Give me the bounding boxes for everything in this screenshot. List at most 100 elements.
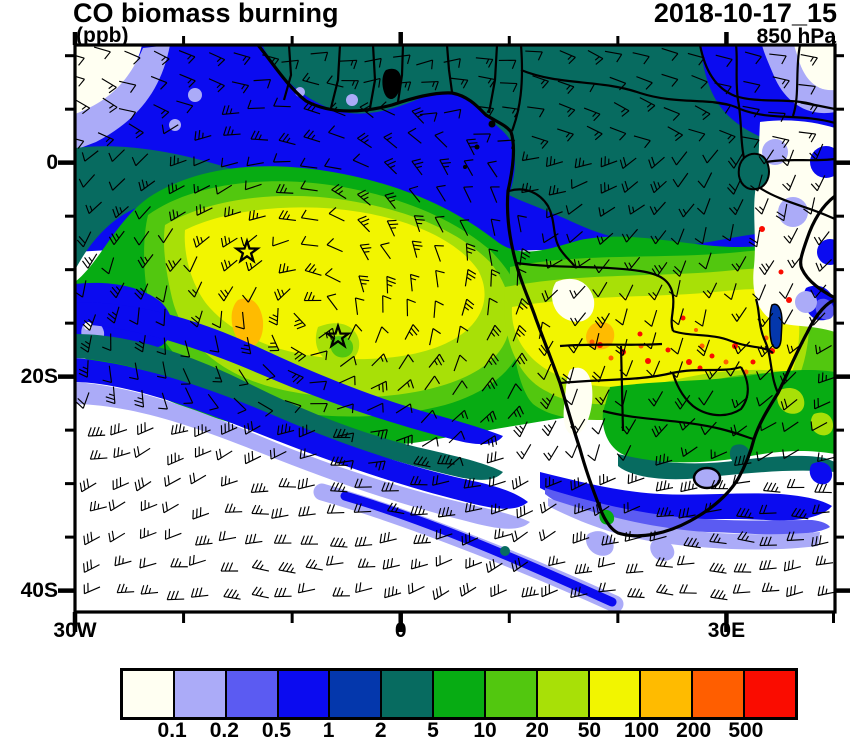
wind-barb: [112, 477, 130, 491]
wind-barb: [102, 333, 112, 352]
wind-barb: [164, 475, 181, 487]
wind-barb: [643, 332, 657, 350]
wind-barb: [775, 203, 788, 222]
wind-barb: [814, 483, 832, 494]
wind-barb: [382, 295, 392, 313]
x-axis-label: 30E: [707, 619, 746, 642]
wind-barb: [786, 585, 804, 598]
wind-barb: [262, 54, 280, 67]
wind-barb: [511, 557, 529, 573]
wind-barb: [694, 226, 707, 245]
wind-barb: [621, 228, 638, 243]
wind-barb: [354, 478, 372, 488]
wind-barb: [564, 388, 578, 406]
contour-region: [650, 539, 675, 561]
wind-barb: [473, 133, 491, 143]
wind-barb: [113, 447, 131, 459]
colorbar-cell: [587, 671, 640, 717]
colorbar-cell: [123, 671, 173, 717]
wind-barb: [298, 506, 316, 517]
wind-barb: [511, 352, 528, 368]
wind-barb: [490, 503, 508, 515]
wind-barb: [609, 76, 627, 91]
wind-barb: [116, 583, 135, 594]
wind-barb: [381, 482, 399, 492]
wind-barb: [737, 531, 755, 543]
wind-barb: [139, 557, 157, 569]
wind-barb: [215, 448, 233, 461]
contour-region: [552, 278, 595, 322]
wind-barb: [404, 324, 420, 340]
wind-barb: [134, 390, 145, 408]
wind-barb: [672, 172, 689, 188]
wind-barb: [587, 333, 600, 351]
wind-barb: [235, 311, 245, 330]
contour-streak: [340, 491, 617, 607]
wind-barb: [754, 198, 769, 215]
wind-barb: [220, 562, 239, 572]
hotspot-speckle: [778, 197, 808, 227]
wind-barb: [368, 460, 386, 471]
wind-barb: [80, 335, 92, 353]
wind-barb: [134, 477, 152, 492]
country-borders: [282, 45, 835, 441]
wind-barb: [326, 504, 345, 514]
contour-region: [618, 454, 835, 480]
contour-region: [777, 388, 805, 414]
wind-barb: [519, 248, 531, 266]
wind-barb: [516, 444, 532, 460]
wind-barb: [97, 132, 114, 147]
wind-barb: [817, 372, 835, 384]
wind-barb: [85, 201, 102, 215]
wind-barb: [183, 387, 194, 405]
colorbar-cell: [172, 671, 225, 717]
wind-barb: [531, 135, 549, 149]
wind-barb: [420, 409, 438, 424]
contour-region: [729, 444, 751, 465]
wind-barb: [76, 392, 90, 409]
wind-barb: [176, 100, 194, 114]
wind-barb: [413, 534, 431, 545]
wind-barb: [278, 210, 296, 222]
wind-barb: [772, 135, 790, 149]
wind-barb: [180, 368, 191, 385]
wind-barb: [324, 158, 342, 170]
wind-barb: [557, 80, 575, 95]
wind-barb: [599, 474, 616, 486]
wind-barb: [244, 180, 262, 191]
wind-barb: [465, 243, 476, 261]
wind-barb: [591, 418, 606, 435]
y-axis-label: 40S: [20, 578, 58, 602]
wind-barb: [433, 300, 444, 318]
wind-barb: [108, 178, 126, 191]
wind-barb: [569, 285, 586, 299]
wind-barb: [668, 280, 681, 298]
wind-barb: [512, 324, 527, 342]
wind-barb: [798, 83, 816, 95]
wind-barb: [379, 101, 396, 116]
wind-barb: [101, 78, 117, 94]
wind-barb: [76, 231, 92, 248]
wind-barb: [698, 390, 714, 406]
wind-barb: [302, 72, 320, 86]
fire-location-stars: [233, 237, 352, 349]
wind-barb: [435, 555, 453, 567]
wind-barb: [331, 183, 347, 200]
wind-barb: [278, 561, 296, 574]
wind-barb: [83, 582, 101, 595]
colorbar-label: 0.2: [209, 719, 239, 742]
wind-barb: [192, 507, 210, 520]
wind-barb: [82, 253, 98, 269]
wind-barb: [488, 476, 506, 488]
wind-barb: [293, 312, 306, 330]
wind-barb: [817, 585, 835, 597]
wind-barb: [434, 245, 444, 262]
wind-barb: [380, 242, 391, 260]
wind-barb: [499, 82, 518, 93]
wind-barb: [188, 554, 206, 566]
wind-barb: [179, 73, 196, 88]
wind-barb: [328, 207, 345, 222]
wind-barb: [632, 52, 650, 65]
wind-barb: [359, 102, 374, 119]
wind-barb: [215, 184, 233, 195]
